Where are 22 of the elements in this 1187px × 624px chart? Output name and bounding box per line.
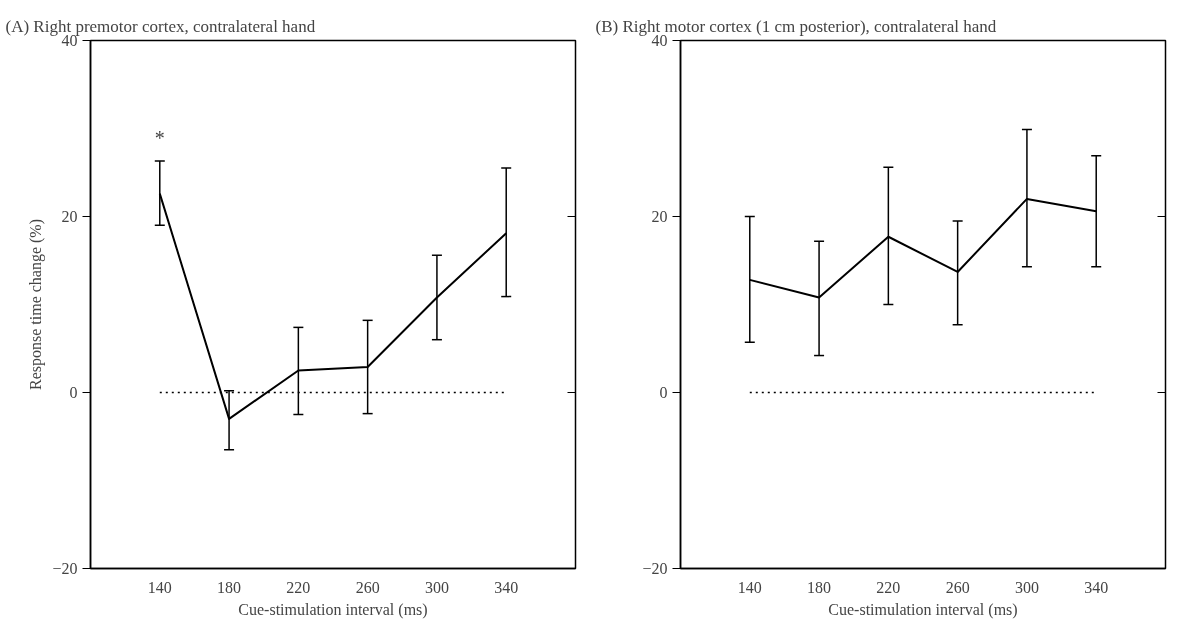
x-tick-label: 180 [807,578,832,596]
x-tick-label: 220 [876,578,901,596]
y-tick-label: 20 [651,208,668,225]
y-tick-label: −20 [642,560,668,577]
x-tick-label: 140 [147,578,172,596]
y-axis-title: Response time change (%) [27,218,46,391]
annotation: * [154,127,165,150]
x-tick-label: 140 [737,578,762,596]
y-tick-label: 20 [61,208,78,225]
x-tick-label: 300 [424,578,449,596]
x-tick-label: 260 [945,578,970,596]
x-tick-label: 220 [286,578,311,596]
y-tick-label: 0 [659,384,668,401]
x-tick-label: 180 [217,578,242,596]
x-tick-label: 260 [355,578,380,596]
x-tick-label: 340 [1084,578,1109,596]
x-tick-label: 340 [494,578,519,596]
y-tick-label: −20 [52,560,78,577]
x-axis-title: Cue-stimulation interval (ms) [828,600,1018,619]
x-tick-label: 300 [1014,578,1039,596]
y-tick-label: 0 [69,384,78,401]
x-axis-title: Cue-stimulation interval (ms) [238,600,428,619]
